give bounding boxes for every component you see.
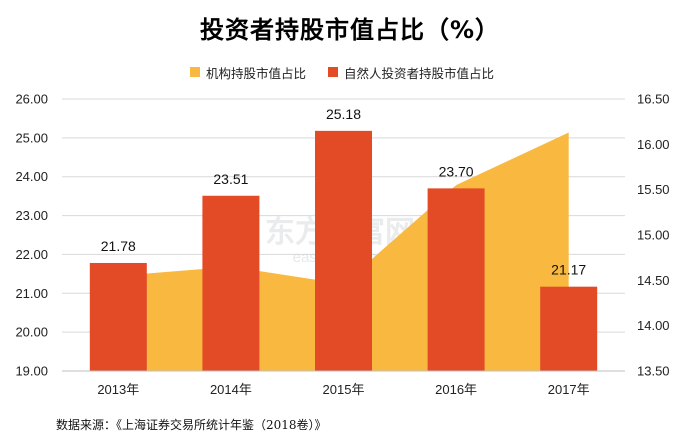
left-axis-tick-label: 23.00 [15, 208, 48, 223]
legend-swatch-institutional [190, 67, 200, 77]
left-axis-tick-label: 21.00 [15, 286, 48, 301]
bar-individual [202, 195, 260, 371]
bar-individual [89, 262, 147, 371]
bar-data-label: 23.70 [439, 163, 474, 179]
left-axis-tick-label: 22.00 [15, 247, 48, 262]
legend-item-individual: 自然人投资者持股市值占比 [328, 63, 494, 82]
data-source-note: 数据来源：《上海证券交易所统计年鉴（2018卷）》 [56, 418, 327, 432]
right-axis-tick-label: 14.50 [637, 273, 670, 288]
bar-data-label: 23.51 [213, 171, 248, 187]
left-axis-tick-label: 19.00 [15, 364, 48, 379]
left-axis-tick-label: 25.00 [15, 130, 48, 145]
bar-individual [315, 130, 372, 371]
right-axis-tick-label: 16.50 [637, 92, 670, 107]
bar-individual [427, 188, 485, 371]
right-axis-tick-label: 16.00 [637, 137, 670, 152]
right-axis-tick-label: 15.00 [637, 228, 670, 243]
bar-individual [540, 286, 598, 371]
bar-data-label: 21.17 [551, 262, 586, 278]
right-axis-tick-label: 14.00 [637, 318, 670, 333]
left-axis-tick-label: 20.00 [15, 325, 48, 340]
legend-item-institutional: 机构持股市值占比 [190, 63, 306, 82]
x-axis-category-label: 2013年 [97, 382, 139, 397]
right-axis-tick-label: 15.50 [637, 182, 670, 197]
x-axis-category-label: 2016年 [435, 382, 477, 397]
right-axis-tick-label: 13.50 [637, 364, 670, 379]
left-axis-tick-label: 24.00 [15, 169, 48, 184]
x-axis-category-label: 2017年 [548, 382, 590, 397]
legend-swatch-individual [328, 67, 339, 77]
left-axis-tick-label: 26.00 [15, 92, 48, 107]
x-axis-category-label: 2015年 [323, 382, 365, 397]
legend: 机构持股市值占比 自然人投资者持股市值占比 [190, 63, 516, 81]
x-axis-category-label: 2014年 [210, 382, 252, 397]
chart-title: 投资者持股市值占比（%） [199, 16, 501, 44]
bar-data-label: 25.18 [326, 106, 361, 122]
bar-data-label: 21.78 [101, 238, 136, 254]
legend-label-individual: 自然人投资者持股市值占比 [344, 65, 495, 81]
legend-label-institutional: 机构持股市值占比 [206, 65, 307, 81]
